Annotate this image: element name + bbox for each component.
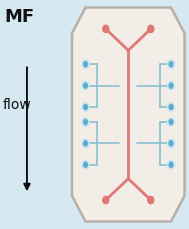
Circle shape	[168, 118, 174, 126]
Circle shape	[82, 139, 89, 147]
Circle shape	[148, 25, 154, 33]
Circle shape	[82, 103, 89, 111]
Circle shape	[168, 161, 174, 169]
Circle shape	[168, 103, 174, 111]
Circle shape	[103, 196, 109, 204]
Text: MF: MF	[5, 8, 35, 25]
Text: flow: flow	[3, 98, 31, 112]
Polygon shape	[72, 8, 184, 221]
Circle shape	[82, 118, 89, 126]
Circle shape	[82, 161, 89, 169]
Circle shape	[103, 25, 109, 33]
Circle shape	[82, 60, 89, 68]
Circle shape	[82, 82, 89, 90]
Circle shape	[148, 196, 154, 204]
Circle shape	[168, 139, 174, 147]
Circle shape	[168, 82, 174, 90]
Circle shape	[168, 60, 174, 68]
